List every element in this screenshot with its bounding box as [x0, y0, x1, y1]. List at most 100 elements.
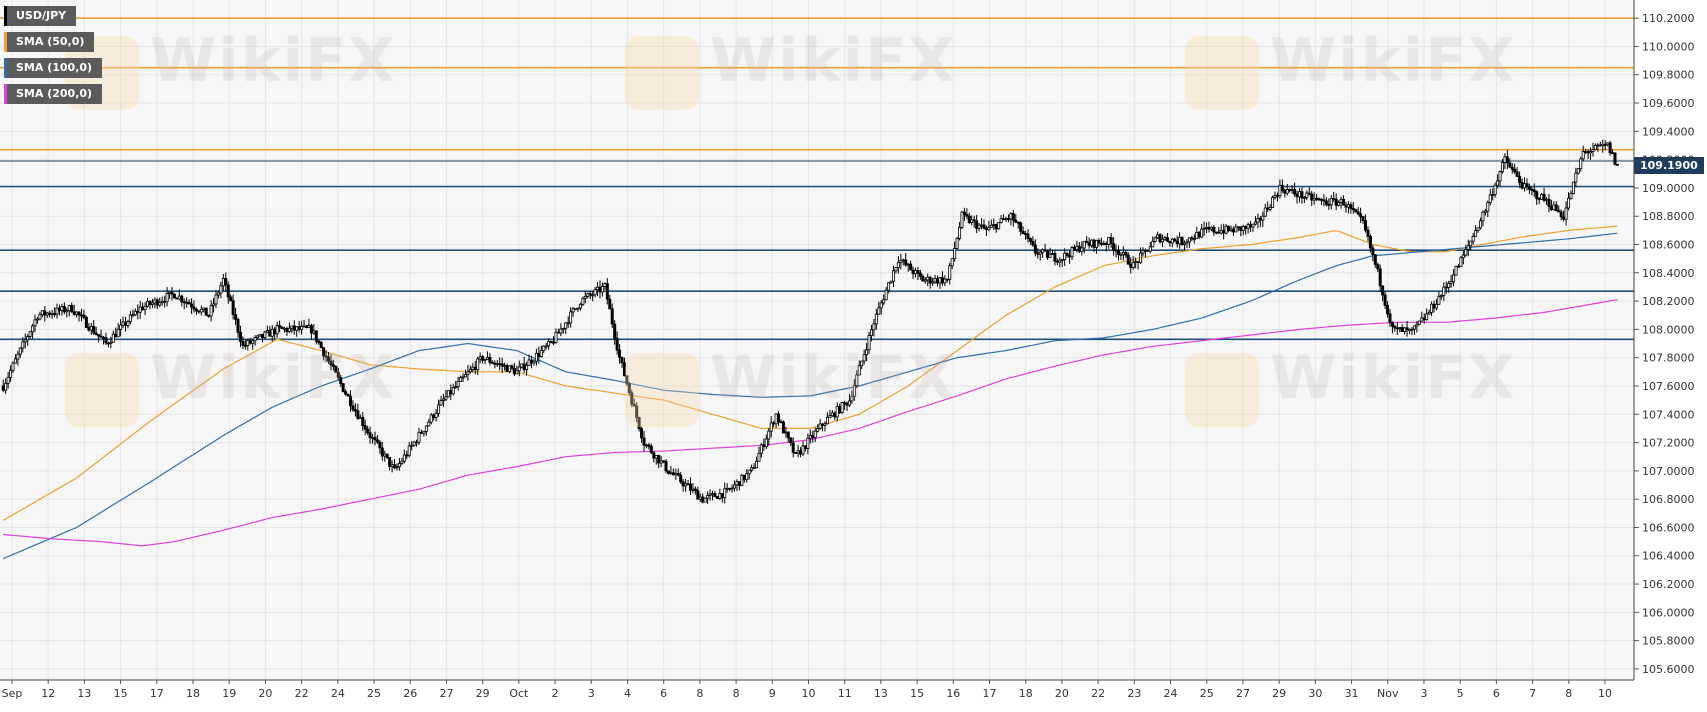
candle — [275, 321, 279, 338]
candle — [11, 361, 15, 374]
candle — [1515, 167, 1519, 177]
candle — [1139, 247, 1143, 264]
candle-body-down — [375, 439, 379, 443]
candle — [574, 308, 578, 310]
candle-body-down — [921, 275, 925, 282]
candle-body-down — [610, 308, 614, 325]
candle-body-down — [1222, 230, 1226, 234]
candle — [1234, 223, 1238, 233]
candle-body-up — [38, 314, 42, 320]
candle-body-down — [368, 432, 372, 438]
candle-body-up — [1496, 180, 1500, 186]
candle — [212, 297, 216, 313]
candle — [1293, 182, 1297, 197]
candle-body-up — [429, 414, 433, 423]
candle — [82, 309, 86, 320]
candle — [723, 482, 727, 504]
candle — [219, 281, 223, 299]
candle-body-up — [1442, 286, 1446, 296]
candle — [150, 298, 154, 309]
legend-item-sma50[interactable]: SMA (50,0) — [4, 32, 95, 52]
candle — [615, 331, 619, 355]
candle-body-up — [884, 289, 888, 301]
candle — [180, 294, 184, 307]
time-tick-label: 20 — [258, 687, 272, 700]
candle-body-up — [1161, 238, 1165, 243]
candle — [948, 262, 952, 285]
watermark-text: WikiFX — [710, 343, 957, 413]
candle — [172, 293, 176, 299]
candle-body-down — [1021, 230, 1025, 234]
time-axis[interactable]: Sep 12 13 15 17 18 19 20 22 24 25 26 27 29 Oct 2 3 4 6 8 8 9 1… — [0, 679, 1634, 700]
legend-item-sma200[interactable]: SMA (200,0) — [4, 84, 103, 104]
candle-body-up — [764, 438, 768, 447]
candle — [823, 421, 827, 432]
candle — [899, 253, 903, 270]
candle — [1471, 232, 1475, 245]
candle-body-up — [485, 356, 489, 360]
candle-body-up — [755, 460, 759, 469]
candle-body-down — [1518, 176, 1522, 183]
candle-body-up — [6, 376, 10, 384]
candle — [1518, 171, 1522, 188]
candle-body-up — [111, 333, 115, 343]
candle-body-down — [1535, 191, 1539, 199]
candle-body-down — [1212, 226, 1216, 233]
candle — [1615, 163, 1619, 166]
candle — [224, 272, 228, 292]
candle-body-down — [1366, 229, 1370, 237]
candle-body-up — [1143, 249, 1147, 252]
candle-body-up — [862, 354, 866, 362]
candle-body-up — [290, 325, 294, 329]
candle — [647, 442, 651, 450]
candle-body-up — [539, 350, 543, 357]
candle-body-down — [322, 347, 326, 357]
candle-body-up — [282, 328, 286, 330]
candle-body-up — [1082, 240, 1086, 249]
candle-body-up — [1466, 245, 1470, 250]
candle-body-up — [1246, 224, 1250, 229]
price-axis[interactable]: 110.2000 110.0000 109.8000 109.6000 109.4000… — [1633, 0, 1695, 680]
candle-body-up — [1178, 237, 1182, 245]
candle — [928, 275, 932, 289]
legend-item-usdjpy[interactable]: USD/JPY — [4, 6, 77, 26]
candle — [997, 222, 1001, 230]
candle — [693, 486, 697, 495]
candle — [1305, 190, 1309, 201]
candle-body-up — [390, 464, 394, 467]
time-tick-label: 6 — [660, 687, 667, 700]
candle-body-down — [779, 421, 783, 424]
candle-body-down — [62, 306, 66, 313]
price-tick-label: 107.2000 — [1642, 437, 1695, 450]
candle — [441, 393, 445, 407]
watermark-text: WikiFX — [150, 26, 397, 96]
candle-body-up — [1004, 218, 1008, 221]
time-tick-label: 5 — [1457, 687, 1464, 700]
candle-body-up — [16, 353, 20, 360]
candle-body-up — [383, 453, 387, 457]
candle-body-down — [317, 340, 321, 343]
candle-body-up — [18, 347, 22, 355]
candle-body-down — [77, 311, 81, 316]
candle — [1567, 192, 1571, 211]
candle — [476, 356, 480, 375]
candle — [982, 219, 986, 230]
candle-body-up — [1080, 247, 1084, 252]
candle — [468, 365, 472, 374]
candle-body-up — [1121, 251, 1125, 255]
candle — [226, 281, 230, 304]
candle-body-down — [537, 352, 541, 357]
candle-body-down — [385, 453, 389, 458]
price-tick-label: 108.4000 — [1642, 267, 1695, 280]
candle-body-down — [962, 211, 966, 215]
candle-body-down — [1513, 168, 1517, 173]
candle — [456, 376, 460, 391]
candle-body-down — [916, 270, 920, 274]
candle — [1469, 240, 1473, 251]
candle — [1192, 234, 1196, 244]
candle-body-up — [869, 329, 873, 336]
candle-body-up — [1148, 246, 1152, 252]
candle-body-up — [451, 387, 455, 395]
legend-item-sma100[interactable]: SMA (100,0) — [4, 58, 103, 78]
